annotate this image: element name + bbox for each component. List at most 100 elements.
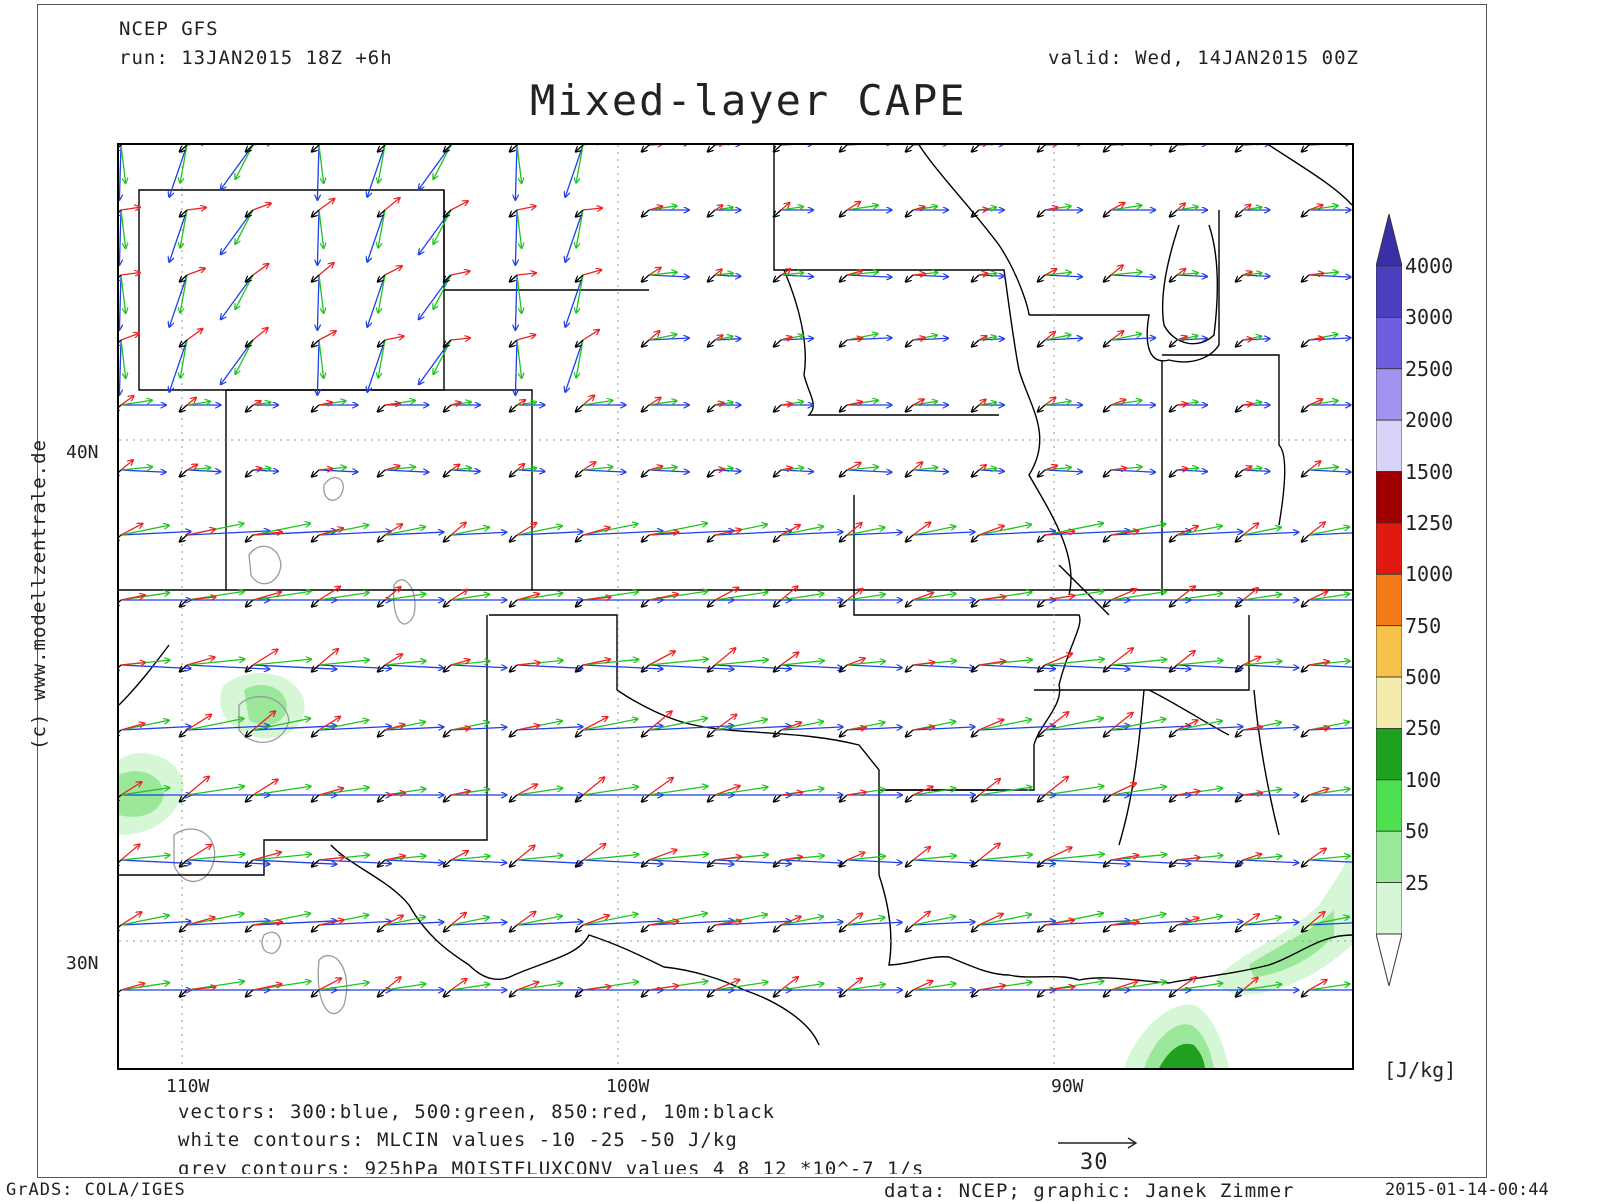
lat-label-30n: 30N (66, 953, 99, 974)
wind-vector (978, 921, 1055, 926)
wind-vector (1308, 859, 1352, 863)
wind-vector (384, 524, 402, 536)
wind-vector (516, 273, 536, 275)
wind-vector (846, 589, 863, 601)
wind-vector (648, 854, 708, 861)
wind-vector (186, 597, 216, 600)
wind-vector (582, 854, 639, 861)
wind-vector (565, 145, 584, 197)
wind-vector (516, 922, 583, 926)
wind-vector (1242, 727, 1299, 730)
wind-vector (840, 859, 848, 867)
wind-vector (1176, 526, 1198, 536)
wind-vector (180, 274, 188, 282)
wind-vector (576, 859, 584, 867)
wind-vector (972, 599, 980, 607)
wind-vector (318, 921, 391, 926)
wind-vector (119, 404, 122, 412)
wind-vector (780, 661, 824, 666)
wind-vector (780, 525, 800, 536)
wind-vector (978, 726, 1055, 731)
wind-vector (1044, 332, 1055, 341)
wind-vector (1044, 854, 1104, 861)
wind-vector (582, 986, 611, 991)
wind-vector (978, 914, 1003, 926)
wind-vector (978, 273, 988, 275)
wind-vector (1308, 789, 1350, 796)
wind-vector (906, 989, 914, 997)
colorbar-box (1375, 779, 1403, 832)
wind-vector (378, 794, 386, 802)
wind-vector (252, 468, 262, 470)
wind-vector (1170, 274, 1178, 282)
wind-vector (384, 922, 444, 926)
wind-vector (1038, 274, 1046, 282)
wind-vector (510, 859, 518, 867)
wind-vector (978, 661, 1005, 666)
wind-vector (978, 399, 986, 405)
wind-vector (576, 145, 584, 152)
wind-vector (186, 465, 197, 471)
wind-vector (1308, 522, 1325, 536)
wind-vector (246, 404, 254, 412)
wind-vector (972, 664, 980, 672)
wind-vector (186, 470, 221, 472)
wind-vector (119, 274, 122, 282)
wind-vector (450, 402, 461, 405)
wind-vector (642, 794, 650, 802)
wind-vector (1308, 591, 1328, 601)
wind-vector (384, 198, 400, 211)
wind-vector (120, 470, 166, 472)
wind-vector (846, 922, 902, 925)
wind-vector (510, 339, 518, 347)
map-canvas (119, 145, 1352, 1068)
wind-vector (978, 336, 987, 340)
wind-vector (1302, 989, 1310, 997)
wind-vector (978, 779, 1000, 796)
wind-vector (1110, 982, 1166, 991)
wind-vector (516, 912, 536, 926)
wind-vector (318, 978, 341, 991)
colorbar-box (1375, 882, 1403, 935)
wind-vector (367, 209, 386, 262)
wind-vector (246, 534, 254, 542)
wind-vector (1044, 275, 1082, 277)
wind-vector (186, 917, 215, 926)
wind-vector (1236, 145, 1244, 152)
wind-vector (978, 855, 1032, 861)
wind-vector (1308, 664, 1352, 668)
wind-vector (1110, 338, 1155, 340)
wind-vector (1044, 207, 1058, 210)
wind-vector (120, 207, 140, 210)
wind-vector (1308, 661, 1329, 665)
wind-vector (450, 791, 470, 796)
wind-vector (1236, 599, 1244, 607)
wind-vector (119, 794, 122, 802)
wind-vector (246, 664, 254, 672)
wind-vector (1308, 789, 1329, 796)
wind-vector (252, 718, 310, 731)
wind-vector (648, 401, 677, 406)
wind-vector (582, 597, 611, 600)
legend-unit: [J/kg] (1384, 1058, 1457, 1082)
wind-vector (119, 145, 121, 200)
watermark: (c) www.modellzentrale.de (28, 439, 50, 750)
wind-vector (1236, 534, 1244, 542)
wind-vector (774, 145, 782, 152)
wind-vector (120, 524, 143, 536)
wind-vector (1242, 339, 1252, 340)
wind-vector (780, 792, 802, 795)
wind-vector (419, 145, 452, 189)
wind-vector (780, 922, 843, 926)
wind-vector (1242, 984, 1281, 991)
lat-label-40n: 40N (66, 442, 99, 463)
wind-vector (582, 330, 599, 341)
colorbar-level-label: 500 (1405, 665, 1442, 690)
wind-vector (648, 338, 689, 340)
wind-vector (318, 470, 358, 472)
wind-vector (1236, 339, 1244, 347)
wind-vector (186, 268, 205, 276)
wind-vector (252, 779, 278, 796)
wind-vector (906, 534, 914, 542)
wind-vector (1308, 399, 1322, 406)
